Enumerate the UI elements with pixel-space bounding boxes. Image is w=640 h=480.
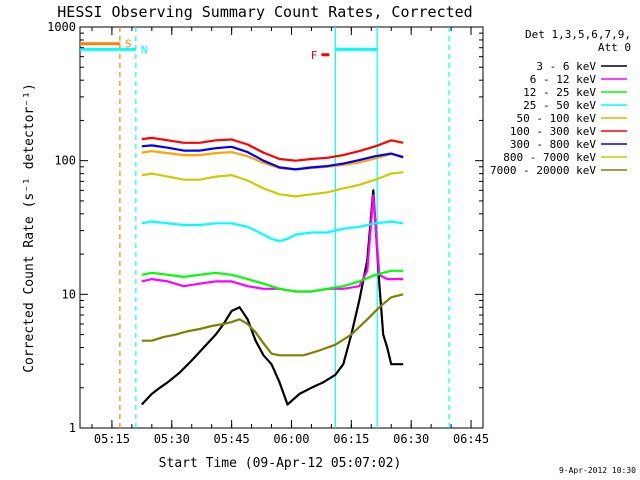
marker-label: F [311, 49, 318, 62]
series-line [141, 293, 404, 357]
y-tick-label: 1000 [47, 20, 76, 34]
marker-label: S [125, 38, 132, 51]
y-axis-ticks: 1 10 100 1000 [47, 20, 483, 435]
x-axis-label: Start Time (09-Apr-12 05:07:02) [159, 456, 402, 471]
legend-label: 300 - 800 keV [510, 138, 596, 151]
x-tick-label: 06:30 [393, 432, 429, 446]
series-line [141, 171, 404, 198]
x-tick-label: 05:15 [94, 432, 130, 446]
y-tick-label: 100 [54, 154, 76, 168]
x-tick-label: 05:45 [214, 432, 250, 446]
legend-label: 50 - 100 keV [517, 112, 597, 125]
legend-label: 25 - 50 keV [523, 99, 596, 112]
y-tick-label: 10 [62, 287, 76, 301]
series-line [140, 189, 404, 406]
y-tick-label: 1 [69, 421, 76, 435]
x-tick-label: 06:15 [333, 432, 369, 446]
marker-label: N [141, 43, 148, 56]
series-layer [140, 136, 404, 406]
x-tick-label: 06:00 [273, 432, 309, 446]
plot-frame [79, 26, 484, 429]
x-axis-ticks: 05:15 05:30 05:45 06:00 06:15 06:30 06:45 [91, 27, 489, 446]
x-tick-label: 05:30 [154, 432, 190, 446]
legend-label: 800 - 7000 keV [503, 151, 596, 164]
series-line [141, 144, 404, 171]
series-line [141, 269, 404, 293]
legend-header-line-1: Det 1,3,5,6,7,9, [525, 28, 631, 41]
legend-label: 7000 - 20000 keV [490, 164, 596, 177]
vertical-lines [119, 27, 450, 428]
series-line [141, 136, 404, 162]
legend-label: 100 - 300 keV [510, 125, 596, 138]
legend-label: 12 - 25 keV [523, 86, 596, 99]
legend-label: 6 - 12 keV [530, 73, 597, 86]
x-tick-label: 06:45 [453, 432, 489, 446]
footer-date: 9-Apr-2012 10:30 [559, 466, 636, 475]
series-line [141, 220, 404, 243]
chart-title: HESSI Observing Summary Count Rates, Cor… [57, 3, 472, 21]
legend-label: 3 - 6 keV [536, 60, 596, 73]
series-line [141, 150, 404, 171]
y-axis-label: Corrected Count Rate (s⁻¹ detector⁻¹) [22, 83, 37, 373]
legend-header-line-2: Att 0 [598, 41, 631, 54]
